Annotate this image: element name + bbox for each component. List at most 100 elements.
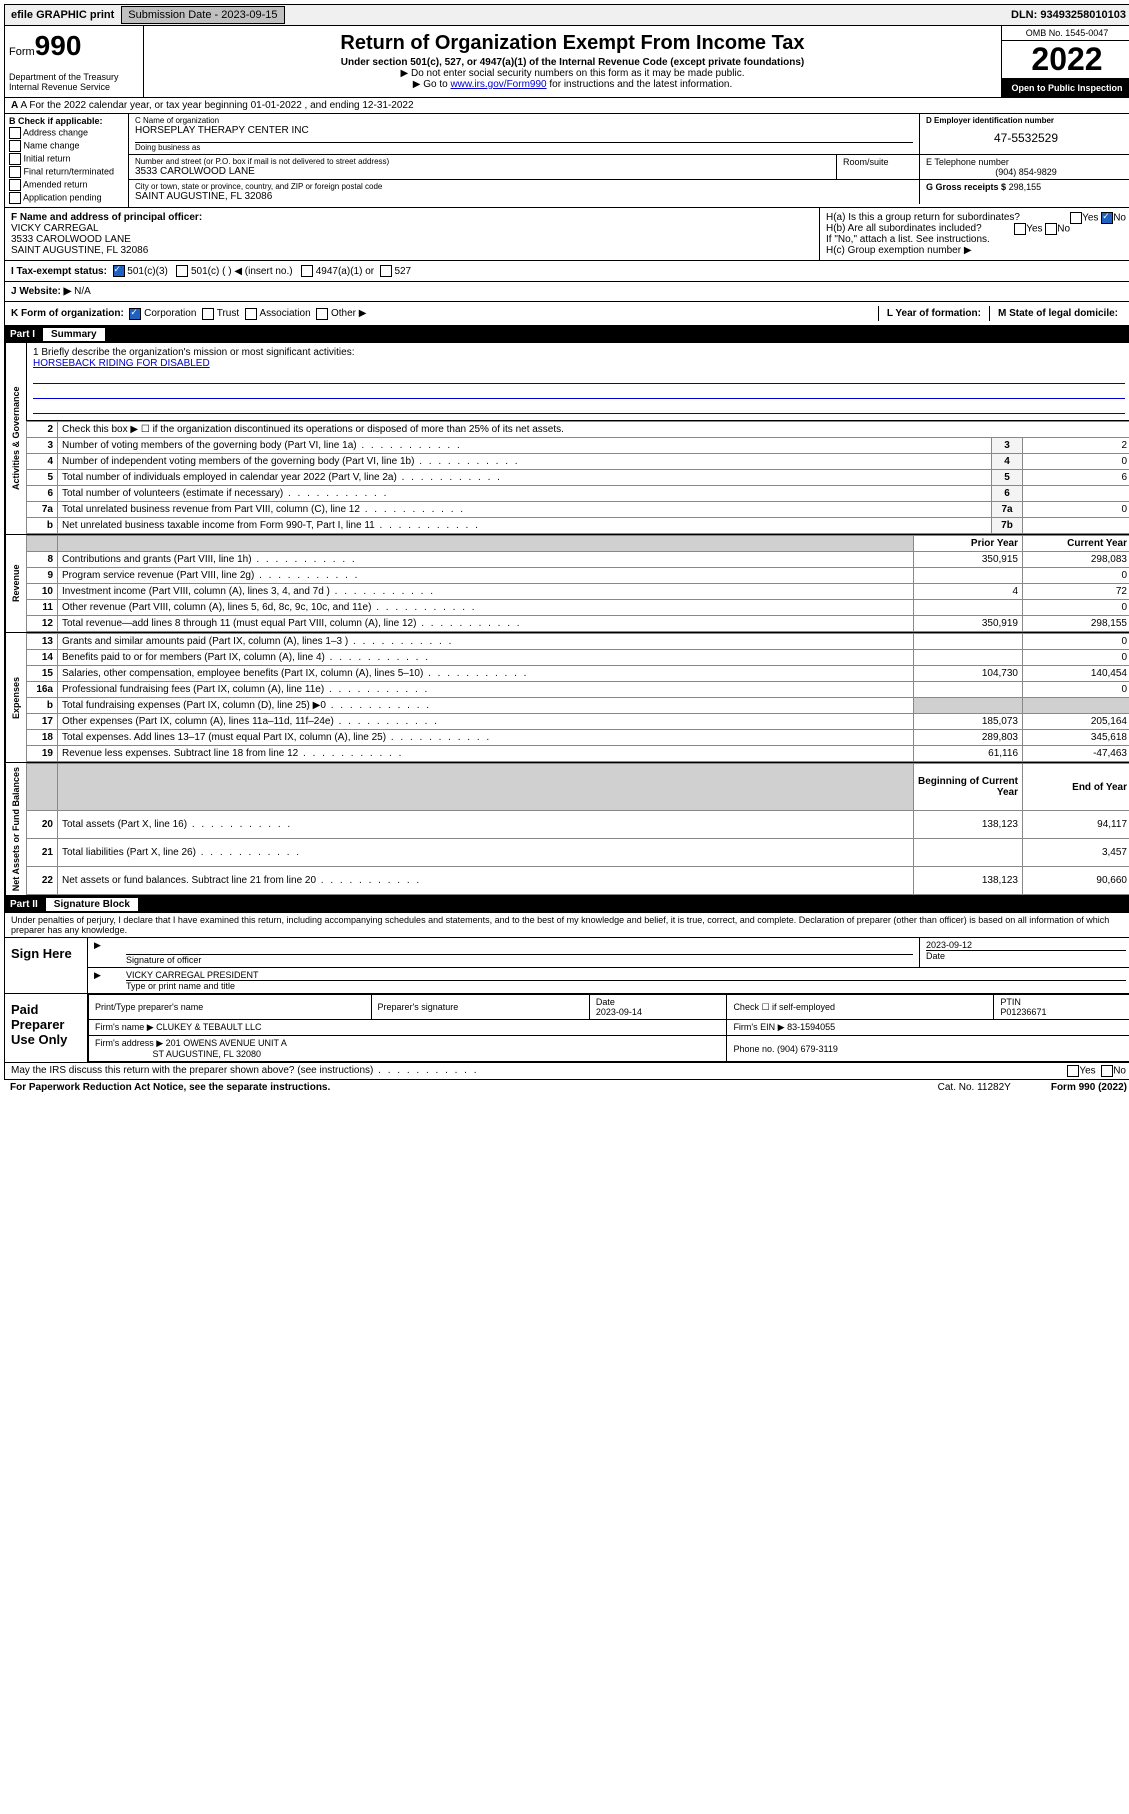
opt-other: Other ▶ xyxy=(331,308,366,319)
cb-discuss-yes[interactable] xyxy=(1067,1065,1079,1077)
ein-value: 47-5532529 xyxy=(926,131,1126,145)
prep-ptin-hdr: PTINP01236671 xyxy=(994,995,1129,1020)
paid-preparer-label: Paid Preparer Use Only xyxy=(5,994,88,1062)
firm-name-cell: Firm's name ▶ CLUKEY & TEBAULT LLC xyxy=(89,1020,727,1036)
preparer-table: Print/Type preparer's name Preparer's si… xyxy=(88,994,1129,1062)
box-b: B Check if applicable: Address change Na… xyxy=(5,114,129,207)
cb-corp[interactable] xyxy=(129,308,141,320)
officer-name-title: VICKY CARREGAL PRESIDENT xyxy=(126,970,1126,980)
part2-name: Signature Block xyxy=(46,898,138,911)
hc-row: H(c) Group exemption number ▶ xyxy=(826,245,1126,256)
cb-501c[interactable] xyxy=(176,265,188,277)
gross-receipts-value: 298,155 xyxy=(1009,182,1042,192)
prep-name-hdr: Print/Type preparer's name xyxy=(89,995,372,1020)
form-990-num: 990 xyxy=(35,30,82,61)
form-title: Return of Organization Exempt From Incom… xyxy=(148,32,997,55)
paperwork-notice: For Paperwork Reduction Act Notice, see … xyxy=(10,1082,330,1093)
mission-block: 1 Briefly describe the organization's mi… xyxy=(26,343,1129,421)
k-label: K Form of organization: xyxy=(11,308,124,319)
firm-phone-cell: Phone no. (904) 679-3119 xyxy=(727,1036,1129,1062)
gross-receipts-label: G Gross receipts $ xyxy=(926,182,1006,192)
cat-no: Cat. No. 11282Y xyxy=(938,1082,1011,1093)
cb-other[interactable] xyxy=(316,308,328,320)
city-label: City or town, state or province, country… xyxy=(135,182,913,191)
top-bar: efile GRAPHIC print Submission Date - 20… xyxy=(4,4,1129,26)
mission-a: HORSEBACK RIDING FOR DISABLED xyxy=(33,358,1125,369)
sig-date-label: Date xyxy=(926,950,1126,961)
prep-sig-hdr: Preparer's signature xyxy=(371,995,589,1020)
opt-amended-return[interactable]: Amended return xyxy=(9,179,124,191)
k-row: K Form of organization: Corporation Trus… xyxy=(4,302,1129,326)
sig-date-value: 2023-09-12 xyxy=(926,940,1126,950)
website-label: J Website: ▶ xyxy=(11,286,71,297)
city-value: SAINT AUGUSTINE, FL 32086 xyxy=(135,191,913,202)
revenue-section: Revenue Prior YearCurrent Year8Contribut… xyxy=(4,535,1129,633)
phone-value: (904) 854-9829 xyxy=(926,167,1126,177)
form-left: Form990 Department of the Treasury Inter… xyxy=(5,26,144,97)
discuss-text: May the IRS discuss this return with the… xyxy=(11,1065,479,1077)
opt-501c: 501(c) ( ) ◀ (insert no.) xyxy=(191,266,293,277)
form-number: Form990 xyxy=(9,30,139,62)
part2-header: Part II Signature Block xyxy=(4,896,1129,913)
cb-trust[interactable] xyxy=(202,308,214,320)
room-suite: Room/suite xyxy=(837,155,920,179)
governance-section: Activities & Governance 1 Briefly descri… xyxy=(4,343,1129,535)
opt-trust: Trust xyxy=(217,308,239,319)
side-tab-governance: Activities & Governance xyxy=(5,343,26,534)
discuss-row: May the IRS discuss this return with the… xyxy=(5,1062,1129,1079)
governance-table: 2Check this box ▶ ☐ if the organization … xyxy=(26,421,1129,534)
opt-4947: 4947(a)(1) or xyxy=(316,266,374,277)
row-a-text: A For the 2022 calendar year, or tax yea… xyxy=(20,100,413,111)
ha-row: H(a) Is this a group return for subordin… xyxy=(826,212,1126,223)
opt-527: 527 xyxy=(394,266,411,277)
officer-addr1: 3533 CAROLWOOD LANE xyxy=(11,234,813,245)
form-word: Form xyxy=(9,46,35,58)
arrow-icon: ▶ xyxy=(88,938,120,967)
opt-address-change[interactable]: Address change xyxy=(9,127,124,139)
form-note2: ▶ Go to www.irs.gov/Form990 for instruct… xyxy=(148,79,997,90)
side-tab-revenue: Revenue xyxy=(5,535,26,632)
cb-501c3[interactable] xyxy=(113,265,125,277)
opt-corp: Corporation xyxy=(144,308,196,319)
opt-final-return[interactable]: Final return/terminated xyxy=(9,166,124,178)
expenses-table: 13Grants and similar amounts paid (Part … xyxy=(26,633,1129,762)
declaration-text: Under penalties of perjury, I declare th… xyxy=(5,913,1129,937)
officer-label: F Name and address of principal officer: xyxy=(11,212,813,223)
opt-application-pending[interactable]: Application pending xyxy=(9,192,124,204)
form-ref: Form 990 (2022) xyxy=(1051,1082,1127,1093)
tax-year: 2022 xyxy=(1002,41,1129,79)
officer-addr2: SAINT AUGUSTINE, FL 32086 xyxy=(11,245,813,256)
firm-addr-cell: Firm's address ▶ 201 OWENS AVENUE UNIT A… xyxy=(89,1036,727,1062)
opt-initial-return[interactable]: Initial return xyxy=(9,153,124,165)
side-tab-netassets: Net Assets or Fund Balances xyxy=(5,763,26,895)
irs-link[interactable]: www.irs.gov/Form990 xyxy=(450,79,546,90)
form-right: OMB No. 1545-0047 2022 Open to Public In… xyxy=(1001,26,1129,97)
signature-block: Under penalties of perjury, I declare th… xyxy=(4,913,1129,1080)
expenses-section: Expenses 13Grants and similar amounts pa… xyxy=(4,633,1129,763)
cb-discuss-no[interactable] xyxy=(1101,1065,1113,1077)
opt-assoc: Association xyxy=(260,308,311,319)
part1-header: Part I Summary xyxy=(4,326,1129,343)
cb-527[interactable] xyxy=(380,265,392,277)
ein-label: D Employer identification number xyxy=(926,116,1126,125)
street-address: 3533 CAROLWOOD LANE xyxy=(135,166,830,177)
submission-date-button[interactable]: Submission Date - 2023-09-15 xyxy=(121,6,284,24)
prep-date-hdr: Date2023-09-14 xyxy=(589,995,727,1020)
hb-note: If "No," attach a list. See instructions… xyxy=(826,234,1126,245)
box-b-title: B Check if applicable: xyxy=(9,116,103,126)
side-tab-expenses: Expenses xyxy=(5,633,26,762)
revenue-table: Prior YearCurrent Year8Contributions and… xyxy=(26,535,1129,632)
section-fgh: F Name and address of principal officer:… xyxy=(4,208,1129,261)
cb-assoc[interactable] xyxy=(245,308,257,320)
org-name: HORSEPLAY THERAPY CENTER INC xyxy=(135,125,913,136)
open-inspection: Open to Public Inspection xyxy=(1002,79,1129,97)
tax-status-label: I Tax-exempt status: xyxy=(11,266,107,277)
section-bc: B Check if applicable: Address change Na… xyxy=(4,114,1129,208)
cb-4947[interactable] xyxy=(301,265,313,277)
opt-name-change[interactable]: Name change xyxy=(9,140,124,152)
sign-here-label: Sign Here xyxy=(5,938,88,993)
part1-name: Summary xyxy=(43,328,105,341)
box-c: C Name of organization HORSEPLAY THERAPY… xyxy=(129,114,1129,207)
note2-pre: ▶ Go to xyxy=(413,79,451,90)
website-row: J Website: ▶ N/A xyxy=(4,282,1129,302)
